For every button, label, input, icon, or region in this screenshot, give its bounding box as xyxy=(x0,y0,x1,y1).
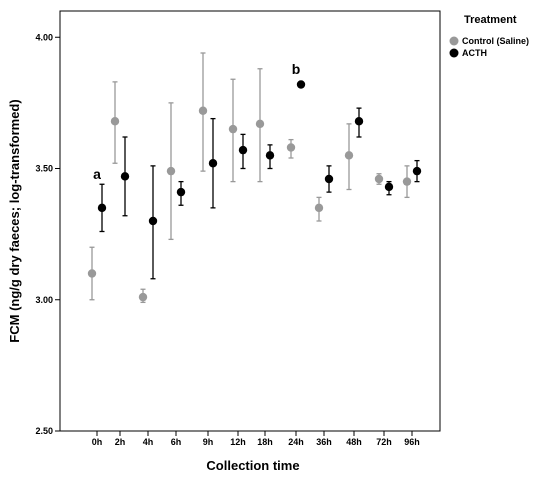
y-tick-label: 2.50 xyxy=(35,426,53,436)
point-control xyxy=(198,106,208,115)
point-acth xyxy=(412,166,422,176)
legend-marker-acth xyxy=(449,48,459,58)
annotation-label: b xyxy=(292,61,301,77)
point-acth xyxy=(238,145,248,155)
legend-label-acth: ACTH xyxy=(462,48,487,58)
x-tick-label: 24h xyxy=(288,437,304,447)
x-tick-label: 4h xyxy=(143,437,154,447)
x-tick-label: 36h xyxy=(316,437,332,447)
y-tick-label: 3.50 xyxy=(35,164,53,174)
point-acth xyxy=(97,203,107,213)
y-axis: 2.50 3.00 3.50 4.00 xyxy=(35,32,60,436)
point-acth xyxy=(384,182,394,192)
annotations: ab xyxy=(93,61,300,182)
x-axis-label: Collection time xyxy=(206,458,299,473)
point-control xyxy=(87,269,97,278)
point-control xyxy=(138,292,148,302)
x-tick-label: 72h xyxy=(376,437,392,447)
legend-title: Treatment xyxy=(464,14,517,26)
point-control xyxy=(402,177,412,186)
x-tick-label: 6h xyxy=(171,437,182,447)
x-tick-label: 2h xyxy=(115,437,126,447)
legend: Treatment Control (Saline) ACTH xyxy=(449,14,529,58)
point-acth xyxy=(176,187,186,197)
point-acth xyxy=(354,117,364,126)
x-tick-label: 48h xyxy=(346,437,362,447)
legend-marker-control xyxy=(449,36,459,46)
x-tick-label: 12h xyxy=(230,437,246,447)
point-control xyxy=(110,117,120,126)
x-tick-label: 96h xyxy=(404,437,420,447)
point-acth xyxy=(265,151,275,160)
point-acth xyxy=(148,216,158,226)
x-tick-label: 18h xyxy=(257,437,273,447)
point-acth xyxy=(208,159,218,168)
point-control xyxy=(228,124,238,134)
legend-label-control: Control (Saline) xyxy=(462,36,529,46)
point-control xyxy=(374,174,384,184)
y-tick-label: 3.00 xyxy=(35,295,53,305)
annotation-label: a xyxy=(93,166,101,182)
point-acth xyxy=(324,174,334,184)
y-tick-label: 4.00 xyxy=(35,32,53,42)
point-acth xyxy=(120,172,130,181)
data-marks xyxy=(87,52,422,304)
point-acth xyxy=(296,80,306,89)
point-control xyxy=(314,203,324,213)
point-control xyxy=(286,143,296,152)
point-control xyxy=(344,151,354,160)
x-tick-label: 0h xyxy=(92,437,103,447)
point-control xyxy=(255,119,265,129)
y-axis-label: FCM (ng/g dry faeces; log-transformed) xyxy=(7,99,22,342)
x-tick-label: 9h xyxy=(203,437,214,447)
plot-area xyxy=(59,10,441,432)
x-axis: 0h 2h 4h 6h 9h 12h 18h 24h 36h 48h 72h 96h xyxy=(92,431,420,447)
point-control xyxy=(166,166,176,176)
